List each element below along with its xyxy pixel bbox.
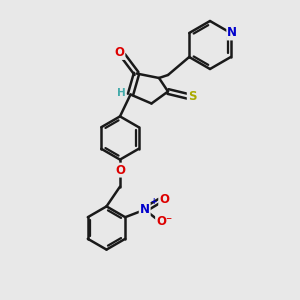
Text: N: N — [140, 203, 150, 216]
Text: O: O — [115, 164, 125, 177]
Text: N: N — [227, 26, 237, 40]
Text: O: O — [114, 46, 124, 59]
Text: +: + — [150, 197, 156, 206]
Text: O⁻: O⁻ — [156, 215, 172, 228]
Text: H: H — [116, 88, 125, 98]
Text: S: S — [188, 90, 196, 103]
Text: O: O — [159, 193, 169, 206]
